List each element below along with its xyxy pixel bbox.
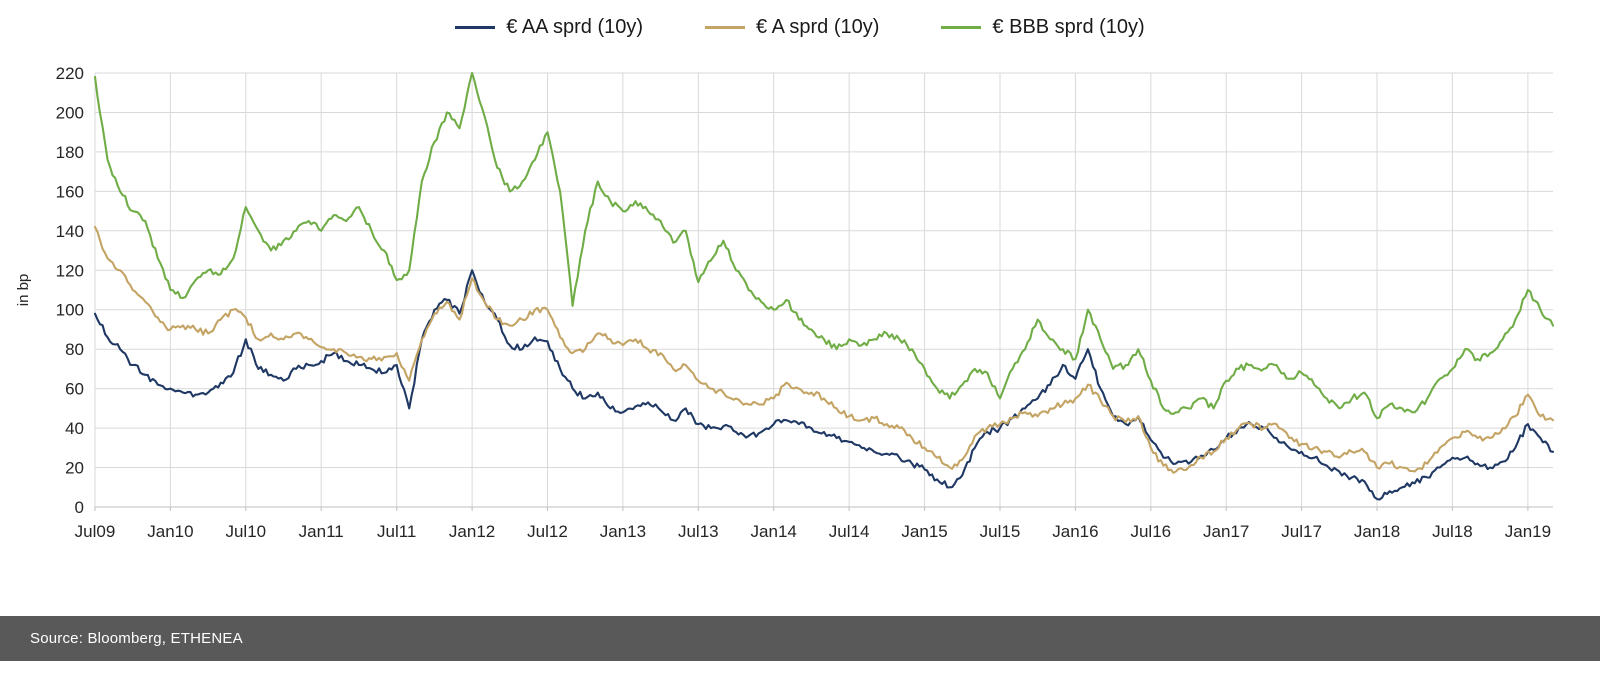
aa-line-swatch: [455, 26, 496, 29]
legend-item-a: € A sprd (10y): [705, 16, 879, 39]
source-text: Source: Bloomberg, ETHENEA: [30, 630, 243, 647]
x-tick-label: Jul10: [225, 522, 266, 541]
y-tick-label: 180: [56, 143, 84, 162]
x-tick-label: Jan16: [1052, 522, 1098, 541]
series-line: [93, 269, 1555, 501]
y-tick-label: 80: [65, 340, 84, 359]
a-line-swatch: [705, 26, 746, 29]
x-tick-label: Jul15: [980, 522, 1021, 541]
y-tick-label: 0: [75, 498, 84, 517]
x-tick-label: Jan18: [1354, 522, 1400, 541]
series-line: [93, 71, 1555, 420]
legend-item-aa: € AA sprd (10y): [455, 16, 643, 39]
y-tick-label: 220: [56, 64, 84, 83]
legend-item-bbb: € BBB sprd (10y): [941, 16, 1145, 39]
source-footer: Source: Bloomberg, ETHENEA: [0, 616, 1600, 661]
credit-spreads-line-chart: 0 20 40 60 80 100 120 140 160 180 200 220 in bp Jul09…: [15, 64, 1555, 541]
x-tick-label: Jul16: [1130, 522, 1171, 541]
x-tick-label: Jul14: [829, 522, 870, 541]
y-tick-label: 100: [56, 301, 84, 320]
x-tick-label: Jul13: [678, 522, 719, 541]
legend-label-a: € A sprd (10y): [756, 16, 880, 38]
x-tick-label: Jan14: [751, 522, 797, 541]
y-tick-label: 60: [65, 380, 84, 399]
bbb-line-swatch: [941, 26, 982, 29]
y-tick-label: 160: [56, 182, 84, 201]
legend-label-bbb: € BBB sprd (10y): [992, 16, 1145, 38]
x-tick-label: Jan17: [1203, 522, 1249, 541]
y-tick-label: 40: [65, 419, 84, 438]
x-tick-label: Jul12: [527, 522, 568, 541]
x-tick-label: Jul09: [75, 522, 116, 541]
x-tick-label: Jul17: [1281, 522, 1322, 541]
y-tick-label: 140: [56, 222, 84, 241]
y-tick-label: 120: [56, 261, 84, 280]
x-tick-label: Jan10: [147, 522, 193, 541]
x-tick-label: Jan11: [299, 522, 344, 541]
legend-label-aa: € AA sprd (10y): [506, 16, 644, 38]
x-tick-label: Jan19: [1505, 522, 1551, 541]
chart-legend: € AA sprd (10y) € A sprd (10y) € BBB spr…: [0, 16, 1600, 39]
x-tick-label: Jan13: [600, 522, 646, 541]
series-line: [93, 225, 1555, 474]
x-tick-label: Jan12: [449, 522, 495, 541]
y-axis-title: in bp: [15, 274, 32, 307]
x-tick-label: Jul11: [377, 522, 416, 541]
y-tick-label: 20: [65, 459, 84, 478]
y-tick-label: 200: [56, 104, 84, 123]
x-tick-label: Jul18: [1432, 522, 1473, 541]
x-tick-label: Jan15: [901, 522, 947, 541]
